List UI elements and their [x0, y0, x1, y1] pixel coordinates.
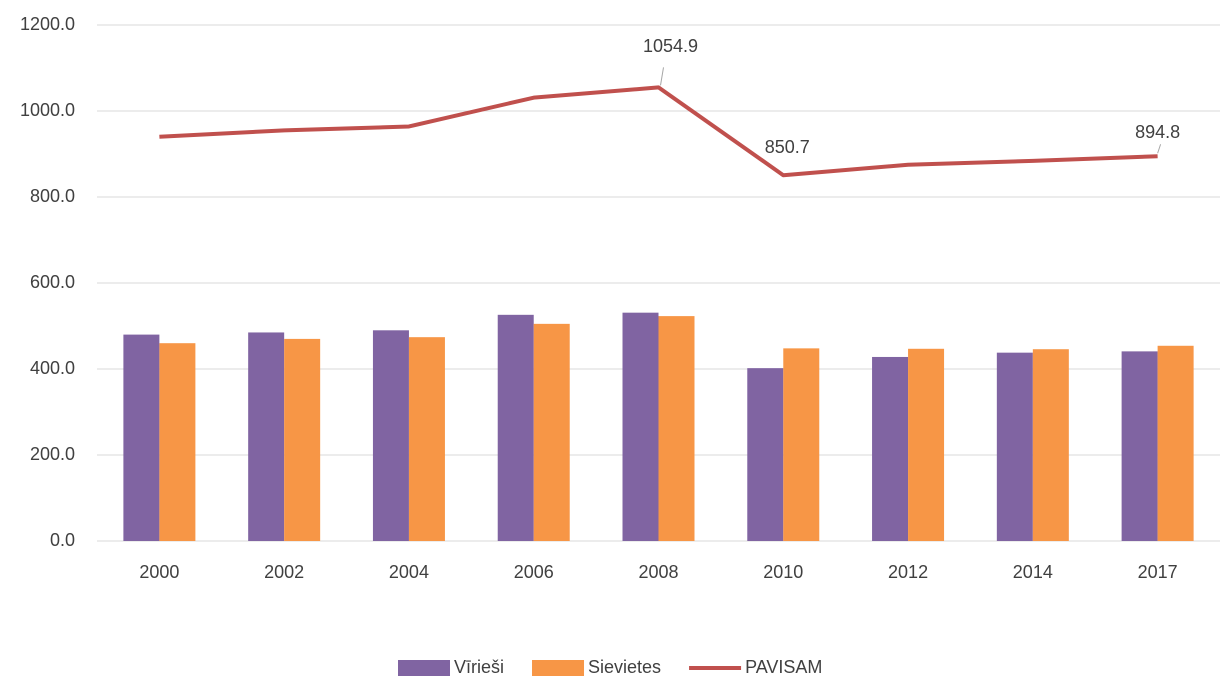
- bar: [284, 338, 321, 541]
- legend-swatch: [398, 660, 450, 676]
- y-tick-label: 800.0: [30, 186, 75, 206]
- bar: [408, 337, 445, 541]
- bar: [872, 356, 909, 541]
- legend-label: Sievietes: [588, 657, 661, 677]
- x-tick-label: 2017: [1138, 562, 1178, 582]
- bar: [996, 352, 1033, 541]
- legend-label: PAVISAM: [745, 657, 822, 677]
- data-label: 894.8: [1135, 122, 1180, 142]
- data-label: 850.7: [765, 137, 810, 157]
- bar: [1032, 349, 1069, 541]
- x-tick-label: 2004: [389, 562, 429, 582]
- legend-swatch: [532, 660, 585, 676]
- bar: [123, 334, 160, 541]
- bar: [372, 330, 409, 541]
- data-label: 1054.9: [643, 36, 698, 56]
- bar: [497, 314, 534, 541]
- y-tick-label: 1000.0: [20, 100, 75, 120]
- x-tick-label: 2014: [1013, 562, 1053, 582]
- x-tick-label: 2006: [514, 562, 554, 582]
- leader-line: [660, 67, 664, 86]
- bar: [248, 332, 285, 541]
- y-tick-label: 0.0: [50, 530, 75, 550]
- leader-line: [1157, 144, 1162, 154]
- bar: [1121, 351, 1158, 541]
- bar: [783, 348, 820, 541]
- x-tick-label: 2000: [139, 562, 179, 582]
- legend-label: Vīrieši: [454, 657, 504, 677]
- y-tick-label: 600.0: [30, 272, 75, 292]
- bar: [908, 348, 945, 541]
- bar: [622, 312, 659, 541]
- x-tick-label: 2002: [264, 562, 304, 582]
- x-tick-label: 2012: [888, 562, 928, 582]
- y-tick-label: 1200.0: [20, 14, 75, 34]
- bar: [658, 316, 695, 541]
- line: [159, 85, 1158, 178]
- bar: [747, 368, 784, 541]
- y-tick-label: 400.0: [30, 358, 75, 378]
- bar: [159, 343, 196, 541]
- y-tick-label: 200.0: [30, 444, 75, 464]
- x-tick-label: 2010: [763, 562, 803, 582]
- x-tick-label: 2008: [638, 562, 678, 582]
- bar: [1157, 345, 1194, 541]
- bar: [533, 323, 570, 541]
